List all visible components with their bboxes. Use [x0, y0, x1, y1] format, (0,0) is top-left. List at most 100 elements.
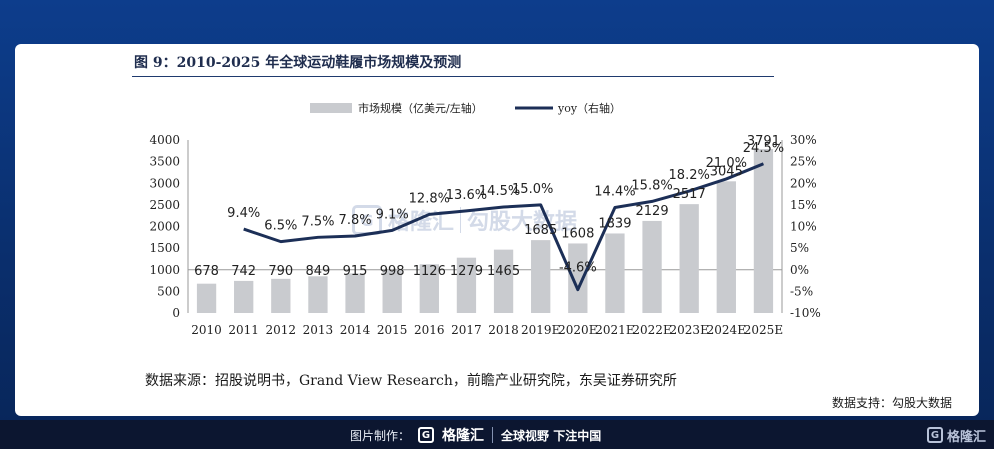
bar-2015: [382, 269, 402, 313]
x-tick-label: 2016: [414, 323, 445, 337]
data-support: 数据支持：勾股大数据: [832, 396, 953, 410]
yoy-value-label: 7.8%: [339, 213, 372, 228]
figure-title: 图 9：2010-2025 年全球运动鞋履市场规模及预测: [134, 55, 462, 71]
right-tick-label: 20%: [790, 176, 817, 190]
x-tick-label: 2018: [488, 323, 519, 337]
x-tick-label: 2021E: [595, 323, 634, 337]
brand-logo-icon: G: [418, 427, 435, 443]
x-tick-label: 2025E: [744, 323, 783, 337]
x-tick-label: 2014: [340, 323, 371, 337]
bar-value-label: 3791: [747, 134, 780, 149]
left-tick-label: 1500: [149, 241, 180, 255]
bar-2011: [234, 280, 254, 313]
left-tick-label: 4000: [149, 133, 180, 147]
made-by-label: 图片制作：: [350, 428, 411, 443]
left-tick-label: 2000: [149, 220, 180, 234]
footer-slogan: 全球视野 下注中国: [501, 428, 602, 443]
bar-value-label: 3045: [710, 164, 743, 179]
x-tick-label: 2011: [228, 323, 259, 337]
right-tick-label: 0%: [790, 263, 809, 277]
bar-2024E: [716, 181, 736, 313]
x-tick-label: 2013: [303, 323, 334, 337]
bar-2016: [419, 264, 439, 313]
yoy-value-label: -4.6%: [559, 261, 597, 276]
yoy-value-label: 24.5%: [743, 141, 784, 156]
bar-value-label: 678: [194, 264, 219, 279]
right-tick-label: 30%: [790, 133, 817, 147]
right-tick-label: 25%: [790, 155, 817, 169]
bar-value-label: 1126: [413, 264, 446, 279]
bar-value-label: 742: [231, 264, 256, 279]
yoy-value-label: 9.1%: [376, 207, 409, 222]
bar-value-label: 915: [343, 264, 368, 279]
right-tick-label: -5%: [790, 284, 813, 298]
footer-center: 图片制作： G 格隆汇 全球视野 下注中国: [350, 425, 601, 445]
data-source: 数据来源：招股说明书，Grand View Research，前瞻产业研究院，东…: [145, 373, 677, 389]
right-tick-label: 10%: [790, 220, 817, 234]
bar-value-label: 2129: [636, 204, 669, 219]
legend-bar-label: 市场规模（亿美元/左轴）: [358, 101, 483, 115]
x-tick-label: 2017: [451, 323, 482, 337]
title-rule: [132, 76, 774, 77]
yoy-value-label: 14.5%: [479, 184, 520, 199]
corner-logo-icon: G: [926, 427, 943, 443]
bar-2010: [196, 283, 217, 313]
x-tick-label: 2012: [266, 323, 297, 337]
left-tick-label: 500: [157, 284, 180, 298]
x-tick-label: 2019E: [521, 323, 560, 337]
bar-value-label: 1465: [487, 264, 520, 279]
bar-2018: [493, 249, 514, 313]
footer-bar: 图片制作： G 格隆汇 全球视野 下注中国 G 格隆汇: [0, 420, 994, 449]
yoy-value-label: 9.4%: [227, 206, 260, 221]
bar-2025E: [753, 149, 774, 313]
bar-2012: [271, 278, 291, 313]
bar-2013: [308, 276, 328, 313]
yoy-value-label: 13.6%: [446, 188, 487, 203]
yoy-value-label: 6.5%: [264, 219, 297, 234]
right-tick-label: 5%: [790, 241, 809, 255]
bar-2022E: [642, 220, 662, 313]
brand-logo-text: 格隆汇: [442, 428, 485, 444]
legend-bar-swatch: [310, 103, 352, 113]
footer-right-logo: G 格隆汇: [926, 425, 986, 445]
x-tick-label: 2023E: [670, 323, 709, 337]
corner-logo-text: 格隆汇: [946, 429, 986, 445]
legend-line-label: yoy（右轴）: [557, 101, 621, 115]
left-tick-label: 1000: [149, 263, 180, 277]
x-tick-label: 2024E: [707, 323, 746, 337]
footer-divider: [492, 427, 494, 443]
yoy-value-label: 15.8%: [631, 178, 672, 193]
bar-value-label: 1279: [450, 264, 483, 279]
left-tick-label: 3500: [149, 155, 180, 169]
x-tick-label: 2020E: [558, 323, 597, 337]
bar-value-label: 2517: [673, 187, 706, 202]
bar-value-label: 998: [380, 264, 405, 279]
x-tick-label: 2022E: [632, 323, 671, 337]
bar-value-label: 1608: [561, 226, 594, 241]
yoy-value-label: 14.4%: [594, 184, 635, 199]
yoy-line: [243, 162, 765, 292]
bar-value-label: 790: [268, 264, 293, 279]
x-tick-label: 2015: [377, 323, 408, 337]
yoy-value-label: 12.8%: [409, 191, 450, 206]
x-tick-label: 2010: [191, 323, 222, 337]
right-tick-label: -10%: [790, 306, 821, 320]
left-tick-label: 0: [172, 306, 180, 320]
bar-2023E: [679, 204, 699, 313]
chart-card: [15, 44, 979, 416]
bar-2021E: [605, 233, 625, 313]
left-tick-label: 2500: [149, 198, 180, 212]
yoy-value-label: 7.5%: [301, 214, 334, 229]
bar-value-label: 849: [306, 264, 331, 279]
bar-2019E: [531, 240, 551, 313]
yoy-value-label: 21.0%: [706, 156, 747, 171]
yoy-value-label: 15.0%: [512, 182, 553, 197]
bar-2017: [456, 257, 477, 313]
yoy-value-label: 18.2%: [669, 168, 710, 183]
left-tick-label: 3000: [149, 176, 180, 190]
bar-2014: [345, 273, 365, 313]
bar-value-label: 1685: [524, 223, 557, 238]
bar-value-label: 1839: [598, 216, 631, 231]
right-tick-label: 15%: [790, 198, 817, 212]
